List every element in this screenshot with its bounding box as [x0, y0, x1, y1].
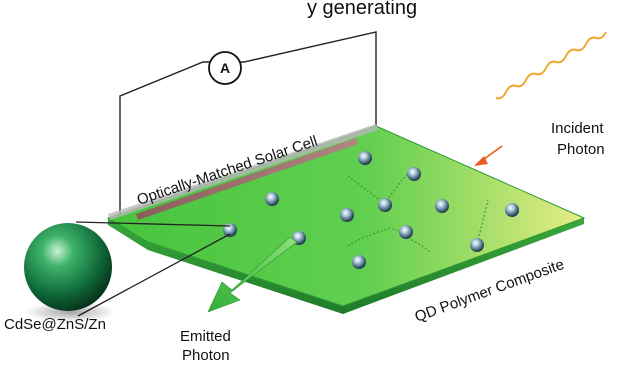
zoom-line-top: [75, 221, 231, 227]
quantum-dot: [352, 255, 366, 269]
ammeter-circle: [208, 51, 242, 85]
emitted-label-line2: Photon: [182, 347, 230, 363]
waveguide-ray: [477, 199, 489, 241]
incident-photon-wave: [495, 31, 607, 100]
waveguide-ray: [401, 231, 431, 253]
quantum-dot: [358, 151, 372, 165]
quantum-dot: [470, 238, 484, 252]
qd-label: CdSe@ZnS/Zn: [4, 316, 106, 333]
solar-cell-side: [108, 124, 378, 220]
ammeter-label: A: [220, 60, 230, 76]
emitted-photon-arrow: [207, 236, 298, 313]
emitted-label-line1: Emitted: [180, 328, 231, 345]
solar-cell-bar: [136, 138, 358, 220]
quantum-dot: [505, 203, 519, 217]
quantum-dot: [378, 198, 392, 212]
slab-edge: [108, 218, 584, 314]
waveguide-ray: [347, 227, 403, 247]
waveguide-ray: [347, 175, 385, 205]
quantum-dot: [399, 225, 413, 239]
incident-label-line2: Photon: [557, 141, 605, 158]
waveguide-ray: [383, 171, 411, 205]
qd-sphere-shadow: [24, 302, 116, 322]
zoom-line-bottom: [77, 233, 231, 317]
quantum-dot: [340, 208, 354, 222]
header-partial-text: y generating: [307, 0, 417, 19]
quantum-dot: [407, 167, 421, 181]
quantum-dot: [265, 192, 279, 206]
incident-label-line1: Incident: [551, 120, 604, 137]
qd-core-shell-sphere: [24, 223, 112, 311]
quantum-dot: [435, 199, 449, 213]
quantum-dot: [223, 223, 237, 237]
incident-arrow-head: [474, 156, 488, 166]
